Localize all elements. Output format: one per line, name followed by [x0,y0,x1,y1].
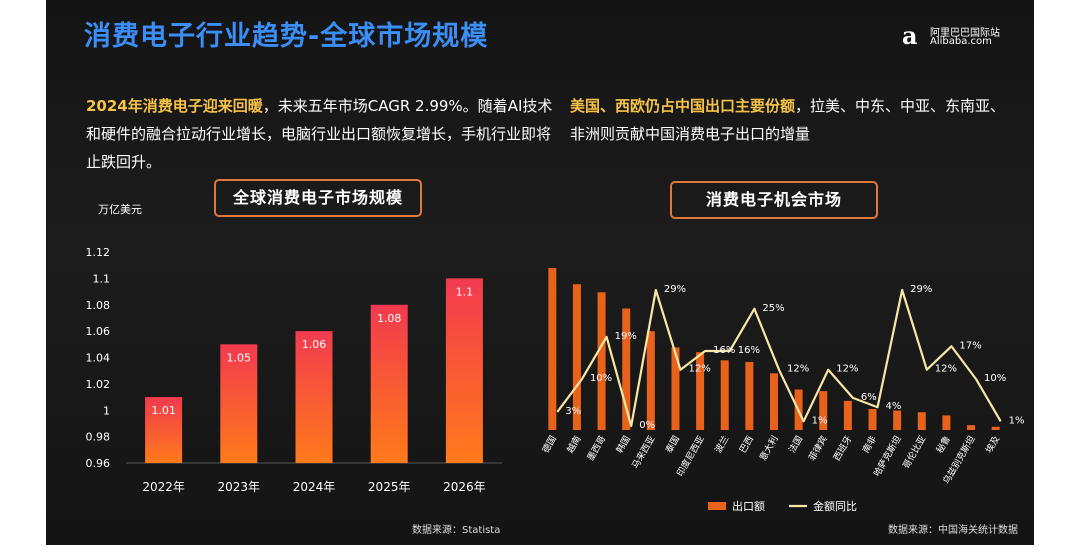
export-bar [597,292,606,430]
right-chart-title: 消费电子机会市场 [670,181,878,219]
country-label: 墨西哥 [585,434,608,463]
export-bar [745,361,754,430]
country-label: 泰国 [663,434,682,456]
export-bar [646,331,655,430]
market-size-bar [220,344,258,463]
country-label: 马来西亚 [630,434,658,471]
market-size-bar [295,331,333,463]
bar-value-label: 1.08 [377,312,402,325]
y-tick-label: 0.98 [86,431,111,444]
yoy-label: 16% [713,345,735,356]
country-label: 意大利 [757,434,781,463]
yoy-label: 3% [565,406,581,417]
export-bar [991,426,1000,430]
country-label: 菲律宾 [806,434,830,463]
y-tick-label: 0.96 [86,457,111,470]
y-tick-label: 1.04 [86,352,111,365]
x-tick-label: 2024年 [293,480,336,494]
y-axis-unit: 万亿美元 [98,203,142,216]
country-label: 韩国 [613,434,632,456]
left-data-source: 数据来源：Statista [412,525,501,536]
yoy-label: 6% [861,392,877,403]
country-label: 哥伦比亚 [900,434,928,471]
country-label: 法国 [786,434,805,456]
x-tick-label: 2026年 [443,480,486,494]
country-label: 埃及 [983,434,1002,456]
legend-bar-swatch [708,502,726,510]
export-bar [843,400,852,430]
country-label: 西班牙 [831,434,855,463]
export-bar [868,408,877,430]
left-summary-text: ，未来五年市场CAGR 2.99%。随着AI技术和硬件的融合拉动行业增长，电脑行… [86,97,553,171]
export-bar [819,391,828,430]
page-title: 消费电子行业趋势-全球市场规模 [84,21,489,52]
yoy-label: 16% [738,345,760,356]
export-bar [671,347,680,430]
export-bar [622,308,631,430]
y-tick-label: 1.02 [86,378,111,391]
market-size-bar [370,304,408,463]
market-size-bar-chart: 0.96 0.98 1 1.02 1.04 1.06 1.08 1.1 1.12 1.01 202… [86,246,502,494]
left-chart-title: 全球消费电子市场规模 [214,179,422,217]
left-summary: 2024年消费电子迎来回暖，未来五年市场CAGR 2.99%。随着AI技术和硬件… [86,92,556,176]
bar-value-label: 1.05 [227,351,252,364]
country-label: 南非 [860,434,879,456]
y-tick-label: 1 [103,404,110,417]
right-data-source: 数据来源：中国海关统计数据 [888,525,1018,536]
slide: 消费电子行业趋势-全球市场规模 a 阿里巴巴国际站 Alibaba.com 20… [46,0,1034,545]
logo-text-en: Alibaba.com [930,36,992,47]
bar-value-label: 1.06 [302,338,327,351]
export-bar [572,284,581,430]
left-summary-highlight: 2024年消费电子迎来回暖 [86,97,263,115]
yoy-label: 29% [664,284,686,295]
market-size-bar [445,278,483,463]
yoy-label: 12% [935,364,957,375]
export-bar [967,425,976,430]
yoy-label: 0% [639,420,655,431]
export-bar [917,412,926,430]
right-summary-text: ，拉美、中东、中亚、东南亚、非洲则贡献中国消费电子出口的增量 [570,97,1006,143]
y-tick-label: 1.06 [86,325,111,338]
yoy-label: 10% [590,373,612,384]
country-label: 秘鲁 [934,434,953,456]
market-size-bar [145,397,183,463]
export-bar [942,415,951,430]
export-bar [770,373,778,430]
export-bar [548,268,557,430]
yoy-label: 12% [836,364,858,375]
opportunity-market-combo-chart: 3%10%19%0%29%12%16% 16%25%12%1%12%6%4%29%… [540,268,1025,513]
yoy-label: 19% [615,331,637,342]
y-tick-label: 1.08 [86,299,111,312]
bar-value-label: 1.1 [456,285,474,298]
x-tick-label: 2025年 [368,480,411,494]
yoy-label: 25% [762,303,784,314]
alibaba-logo-icon: a [902,21,918,50]
yoy-label: 12% [787,364,809,375]
yoy-label: 4% [886,401,902,412]
yoy-label: 10% [984,373,1006,384]
export-bar [720,360,729,430]
legend-line-label: 金额同比 [813,499,857,513]
right-summary: 美国、西欧仍占中国出口主要份额，拉美、中东、中亚、东南亚、非洲则贡献中国消费电子… [570,92,1010,148]
x-tick-label: 2022年 [142,480,185,494]
country-label: 越南 [564,434,583,456]
yoy-label: 17% [959,340,981,351]
yoy-label: 1% [812,415,828,426]
yoy-label: 1% [1009,415,1025,426]
country-label: 德国 [540,434,559,456]
country-label: 巴西 [737,434,756,455]
export-bar [893,410,902,430]
y-tick-label: 1.12 [86,246,111,259]
x-tick-label: 2023年 [218,480,261,494]
bar-value-label: 1.01 [151,404,176,417]
logo-text-cn: 阿里巴巴国际站 [930,28,1000,39]
yoy-label: 29% [910,284,932,295]
country-label: 波兰 [712,434,731,456]
right-summary-highlight: 美国、西欧仍占中国出口主要份额 [570,97,796,115]
y-tick-label: 1.1 [93,272,111,285]
yoy-label: 12% [688,364,710,375]
yoy-line [556,288,1002,428]
export-bar [696,352,705,430]
legend-bar-label: 出口额 [732,499,765,513]
